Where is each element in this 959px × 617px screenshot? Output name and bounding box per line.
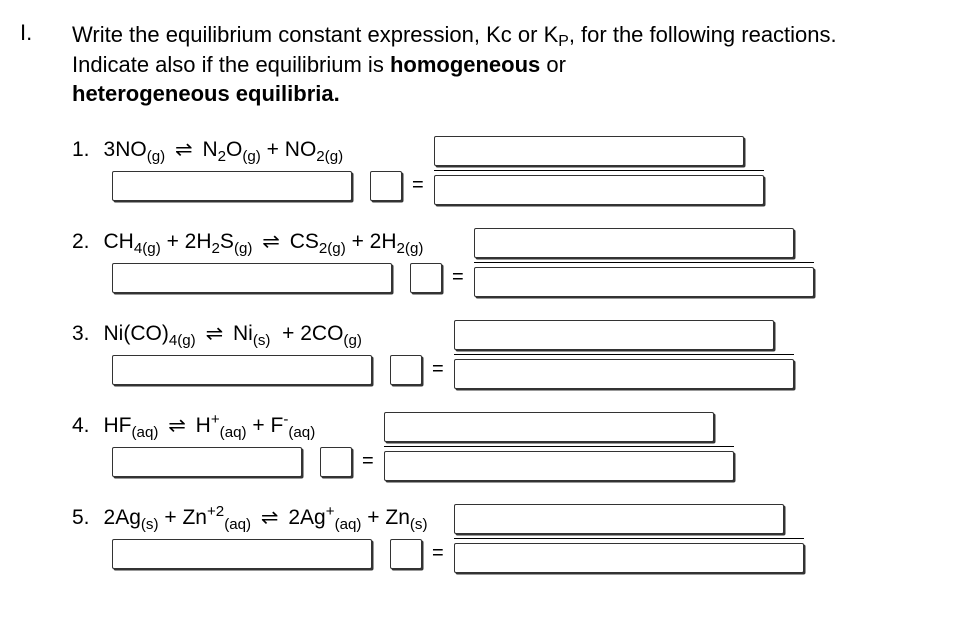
roman-numeral: I. — [20, 20, 48, 46]
k-blank-3[interactable] — [390, 355, 422, 385]
denominator-4[interactable] — [384, 451, 734, 481]
numerator-3[interactable] — [454, 320, 774, 350]
instr-pre: Write the equilibrium constant expressio… — [72, 22, 558, 47]
k-blank-4[interactable] — [320, 447, 352, 477]
instr-or: or — [540, 52, 566, 77]
answer-row-3: = — [112, 350, 919, 389]
problem-2-num: 2. — [72, 230, 90, 254]
problem-5: 5. 2Ag(s) + Zn+2(aq) ⇌ 2Ag+(aq) + Zn(s) … — [72, 505, 919, 573]
fraction-3 — [454, 320, 794, 389]
frac-line-2 — [474, 262, 814, 263]
type-blank-4[interactable] — [112, 447, 302, 477]
type-blank-1[interactable] — [112, 171, 352, 201]
denominator-5[interactable] — [454, 543, 804, 573]
reaction-4: HF(aq) ⇌ H+(aq) + F-(aq) — [104, 413, 316, 438]
instr-sub: P — [558, 33, 569, 50]
problem-1-num: 1. — [72, 138, 90, 162]
problem-5-num: 5. — [72, 506, 90, 530]
numerator-5[interactable] — [454, 504, 784, 534]
problem-3: 3. Ni(CO)4(g) ⇌ Ni(s) + 2CO(g) = — [72, 321, 919, 389]
problem-3-num: 3. — [72, 322, 90, 346]
type-blank-5[interactable] — [112, 539, 372, 569]
eq-sign-3: = — [432, 358, 444, 381]
fraction-1 — [434, 136, 764, 205]
reaction-3: Ni(CO)4(g) ⇌ Ni(s) + 2CO(g) — [104, 321, 362, 346]
fraction-5 — [454, 504, 804, 573]
answer-row-4: = — [112, 442, 919, 481]
reaction-5: 2Ag(s) + Zn+2(aq) ⇌ 2Ag+(aq) + Zn(s) — [104, 505, 428, 530]
problem-2: 2. CH4(g) + 2H2S(g) ⇌ CS2(g) + 2H2(g) = — [72, 229, 919, 297]
fraction-4 — [384, 412, 734, 481]
frac-line-5 — [454, 538, 804, 539]
eq-sign-1: = — [412, 174, 424, 197]
eq-sign-2: = — [452, 266, 464, 289]
k-blank-1[interactable] — [370, 171, 402, 201]
denominator-3[interactable] — [454, 359, 794, 389]
eq-sign-5: = — [432, 542, 444, 565]
problem-4: 4. HF(aq) ⇌ H+(aq) + F-(aq) = — [72, 413, 919, 481]
frac-line-1 — [434, 170, 764, 171]
problem-4-num: 4. — [72, 414, 90, 438]
denominator-2[interactable] — [474, 267, 814, 297]
frac-line-3 — [454, 354, 794, 355]
numerator-4[interactable] — [384, 412, 714, 442]
instr-bold1: homogeneous — [390, 52, 540, 77]
numerator-1[interactable] — [434, 136, 744, 166]
problem-1: 1. 3NO(g) ⇌ N2O(g) + NO2(g) = — [72, 137, 919, 205]
eq-sign-4: = — [362, 450, 374, 473]
fraction-2 — [474, 228, 814, 297]
denominator-1[interactable] — [434, 175, 764, 205]
k-blank-2[interactable] — [410, 263, 442, 293]
reaction-1: 3NO(g) ⇌ N2O(g) + NO2(g) — [104, 137, 344, 162]
problems-list: 1. 3NO(g) ⇌ N2O(g) + NO2(g) = 2. CH4(g) … — [20, 137, 919, 573]
answer-row-2: = — [112, 258, 919, 297]
k-blank-5[interactable] — [390, 539, 422, 569]
reaction-2: CH4(g) + 2H2S(g) ⇌ CS2(g) + 2H2(g) — [104, 229, 424, 254]
instructions: Write the equilibrium constant expressio… — [72, 20, 919, 109]
numerator-2[interactable] — [474, 228, 794, 258]
type-blank-2[interactable] — [112, 263, 392, 293]
frac-line-4 — [384, 446, 734, 447]
answer-row-5: = — [112, 534, 919, 573]
answer-row-1: = — [112, 166, 919, 205]
type-blank-3[interactable] — [112, 355, 372, 385]
instr-bold2: heterogeneous equilibria. — [72, 81, 340, 106]
